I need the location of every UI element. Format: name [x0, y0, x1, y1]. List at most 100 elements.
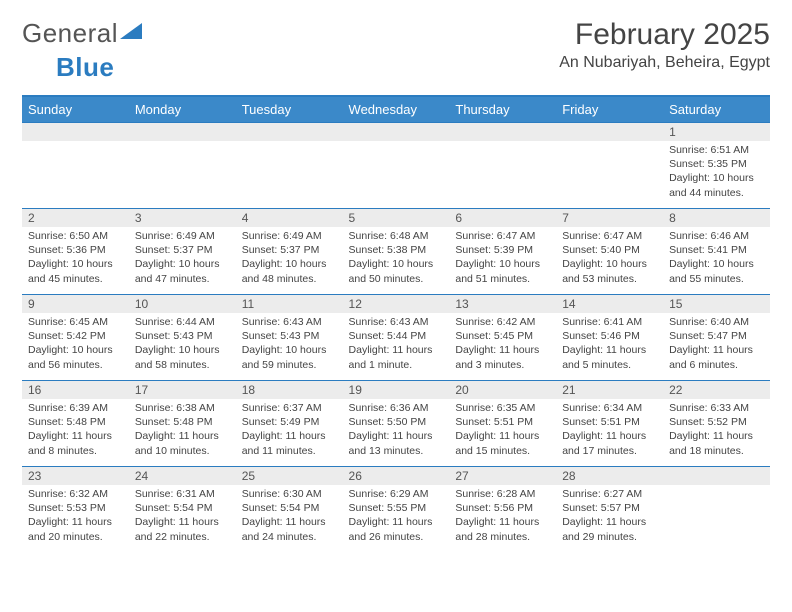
calendar-day-cell: 23Sunrise: 6:32 AMSunset: 5:53 PMDayligh… — [22, 467, 129, 553]
logo-triangle-icon — [120, 21, 142, 46]
day-info: Sunrise: 6:31 AMSunset: 5:54 PMDaylight:… — [129, 485, 236, 548]
day-number: 4 — [236, 209, 343, 227]
calendar-day-cell: 5Sunrise: 6:48 AMSunset: 5:38 PMDaylight… — [343, 209, 450, 295]
weekday-header: Tuesday — [236, 97, 343, 123]
day-info: Sunrise: 6:43 AMSunset: 5:43 PMDaylight:… — [236, 313, 343, 376]
calendar-day-cell: 9Sunrise: 6:45 AMSunset: 5:42 PMDaylight… — [22, 295, 129, 381]
day-info: Sunrise: 6:39 AMSunset: 5:48 PMDaylight:… — [22, 399, 129, 462]
month-title: February 2025 — [559, 18, 770, 52]
day-number: 9 — [22, 295, 129, 313]
day-info: Sunrise: 6:28 AMSunset: 5:56 PMDaylight:… — [449, 485, 556, 548]
calendar-day-cell: 4Sunrise: 6:49 AMSunset: 5:37 PMDaylight… — [236, 209, 343, 295]
calendar-day-cell: 3Sunrise: 6:49 AMSunset: 5:37 PMDaylight… — [129, 209, 236, 295]
calendar-row: 23Sunrise: 6:32 AMSunset: 5:53 PMDayligh… — [22, 467, 770, 553]
weekday-header: Friday — [556, 97, 663, 123]
day-number: 19 — [343, 381, 450, 399]
weekday-header: Sunday — [22, 97, 129, 123]
calendar-empty-cell — [236, 123, 343, 209]
calendar-empty-cell — [22, 123, 129, 209]
weekday-header: Monday — [129, 97, 236, 123]
day-info: Sunrise: 6:33 AMSunset: 5:52 PMDaylight:… — [663, 399, 770, 462]
day-info: Sunrise: 6:46 AMSunset: 5:41 PMDaylight:… — [663, 227, 770, 290]
calendar-day-cell: 17Sunrise: 6:38 AMSunset: 5:48 PMDayligh… — [129, 381, 236, 467]
day-number: 27 — [449, 467, 556, 485]
calendar-day-cell: 11Sunrise: 6:43 AMSunset: 5:43 PMDayligh… — [236, 295, 343, 381]
calendar-day-cell: 6Sunrise: 6:47 AMSunset: 5:39 PMDaylight… — [449, 209, 556, 295]
day-number: 12 — [343, 295, 450, 313]
calendar-empty-cell — [556, 123, 663, 209]
day-number: 18 — [236, 381, 343, 399]
day-info: Sunrise: 6:27 AMSunset: 5:57 PMDaylight:… — [556, 485, 663, 548]
calendar-empty-cell — [449, 123, 556, 209]
weekday-header: Thursday — [449, 97, 556, 123]
calendar-day-cell: 25Sunrise: 6:30 AMSunset: 5:54 PMDayligh… — [236, 467, 343, 553]
day-number: 17 — [129, 381, 236, 399]
weekday-header: Saturday — [663, 97, 770, 123]
calendar-day-cell: 19Sunrise: 6:36 AMSunset: 5:50 PMDayligh… — [343, 381, 450, 467]
day-number: 5 — [343, 209, 450, 227]
day-number: 1 — [663, 123, 770, 141]
day-number: 21 — [556, 381, 663, 399]
calendar-day-cell: 7Sunrise: 6:47 AMSunset: 5:40 PMDaylight… — [556, 209, 663, 295]
calendar-day-cell: 22Sunrise: 6:33 AMSunset: 5:52 PMDayligh… — [663, 381, 770, 467]
day-number: 6 — [449, 209, 556, 227]
day-info: Sunrise: 6:40 AMSunset: 5:47 PMDaylight:… — [663, 313, 770, 376]
day-number: 28 — [556, 467, 663, 485]
day-number: 23 — [22, 467, 129, 485]
day-number: 10 — [129, 295, 236, 313]
calendar-day-cell: 18Sunrise: 6:37 AMSunset: 5:49 PMDayligh… — [236, 381, 343, 467]
logo: General — [22, 18, 144, 49]
calendar-day-cell: 24Sunrise: 6:31 AMSunset: 5:54 PMDayligh… — [129, 467, 236, 553]
day-info: Sunrise: 6:44 AMSunset: 5:43 PMDaylight:… — [129, 313, 236, 376]
calendar-day-cell: 10Sunrise: 6:44 AMSunset: 5:43 PMDayligh… — [129, 295, 236, 381]
calendar-empty-cell — [129, 123, 236, 209]
day-number: 26 — [343, 467, 450, 485]
day-info: Sunrise: 6:36 AMSunset: 5:50 PMDaylight:… — [343, 399, 450, 462]
calendar-empty-cell — [343, 123, 450, 209]
calendar-day-cell: 26Sunrise: 6:29 AMSunset: 5:55 PMDayligh… — [343, 467, 450, 553]
day-info: Sunrise: 6:37 AMSunset: 5:49 PMDaylight:… — [236, 399, 343, 462]
logo-text-blue: Blue — [56, 52, 114, 82]
calendar-container: SundayMondayTuesdayWednesdayThursdayFrid… — [22, 95, 770, 553]
day-info: Sunrise: 6:49 AMSunset: 5:37 PMDaylight:… — [129, 227, 236, 290]
calendar-day-cell: 14Sunrise: 6:41 AMSunset: 5:46 PMDayligh… — [556, 295, 663, 381]
day-number: 13 — [449, 295, 556, 313]
day-number: 16 — [22, 381, 129, 399]
day-info: Sunrise: 6:32 AMSunset: 5:53 PMDaylight:… — [22, 485, 129, 548]
day-info: Sunrise: 6:38 AMSunset: 5:48 PMDaylight:… — [129, 399, 236, 462]
day-number: 22 — [663, 381, 770, 399]
calendar-day-cell: 12Sunrise: 6:43 AMSunset: 5:44 PMDayligh… — [343, 295, 450, 381]
day-info: Sunrise: 6:47 AMSunset: 5:40 PMDaylight:… — [556, 227, 663, 290]
day-info: Sunrise: 6:45 AMSunset: 5:42 PMDaylight:… — [22, 313, 129, 376]
calendar-table: SundayMondayTuesdayWednesdayThursdayFrid… — [22, 97, 770, 553]
calendar-row: 16Sunrise: 6:39 AMSunset: 5:48 PMDayligh… — [22, 381, 770, 467]
day-info: Sunrise: 6:29 AMSunset: 5:55 PMDaylight:… — [343, 485, 450, 548]
logo-text-general: General — [22, 18, 118, 49]
calendar-body: 1Sunrise: 6:51 AMSunset: 5:35 PMDaylight… — [22, 123, 770, 553]
weekday-header: Wednesday — [343, 97, 450, 123]
day-info: Sunrise: 6:48 AMSunset: 5:38 PMDaylight:… — [343, 227, 450, 290]
day-number: 15 — [663, 295, 770, 313]
day-number: 24 — [129, 467, 236, 485]
calendar-day-cell: 20Sunrise: 6:35 AMSunset: 5:51 PMDayligh… — [449, 381, 556, 467]
day-number: 3 — [129, 209, 236, 227]
day-number: 7 — [556, 209, 663, 227]
day-info: Sunrise: 6:43 AMSunset: 5:44 PMDaylight:… — [343, 313, 450, 376]
calendar-row: 2Sunrise: 6:50 AMSunset: 5:36 PMDaylight… — [22, 209, 770, 295]
calendar-header-row: SundayMondayTuesdayWednesdayThursdayFrid… — [22, 97, 770, 123]
day-info: Sunrise: 6:35 AMSunset: 5:51 PMDaylight:… — [449, 399, 556, 462]
day-info: Sunrise: 6:30 AMSunset: 5:54 PMDaylight:… — [236, 485, 343, 548]
day-number: 11 — [236, 295, 343, 313]
calendar-day-cell: 28Sunrise: 6:27 AMSunset: 5:57 PMDayligh… — [556, 467, 663, 553]
day-number: 8 — [663, 209, 770, 227]
calendar-day-cell: 27Sunrise: 6:28 AMSunset: 5:56 PMDayligh… — [449, 467, 556, 553]
day-info: Sunrise: 6:49 AMSunset: 5:37 PMDaylight:… — [236, 227, 343, 290]
day-info: Sunrise: 6:47 AMSunset: 5:39 PMDaylight:… — [449, 227, 556, 290]
calendar-row: 1Sunrise: 6:51 AMSunset: 5:35 PMDaylight… — [22, 123, 770, 209]
calendar-empty-cell — [663, 467, 770, 553]
day-info: Sunrise: 6:50 AMSunset: 5:36 PMDaylight:… — [22, 227, 129, 290]
calendar-day-cell: 8Sunrise: 6:46 AMSunset: 5:41 PMDaylight… — [663, 209, 770, 295]
calendar-day-cell: 21Sunrise: 6:34 AMSunset: 5:51 PMDayligh… — [556, 381, 663, 467]
day-number: 25 — [236, 467, 343, 485]
day-info: Sunrise: 6:42 AMSunset: 5:45 PMDaylight:… — [449, 313, 556, 376]
